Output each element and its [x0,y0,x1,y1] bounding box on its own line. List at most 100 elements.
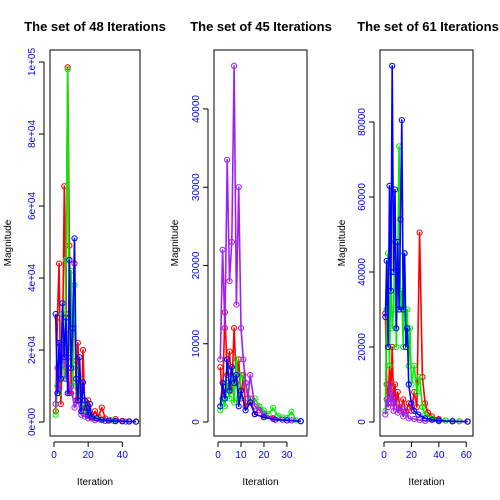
x-tick-label: 20 [83,450,95,461]
data-point [389,388,396,396]
data-point [219,246,226,253]
data-point [76,354,83,361]
data-point [74,397,82,404]
data-point [54,390,61,397]
data-point [247,399,254,406]
data-point [112,417,119,424]
data-point [52,400,59,408]
y-tick-label: 30000 [191,173,202,201]
data-point [126,418,133,425]
data-point [231,325,238,332]
plot-frame [213,49,308,437]
data-point [85,411,92,418]
y-axis-label: Magnitude [170,219,181,266]
data-point [397,403,404,411]
data-point [408,400,415,407]
series-line-3 [219,65,301,422]
data-point [85,415,92,422]
data-point [221,403,228,410]
data-point [405,381,412,388]
data-point [105,417,112,424]
data-point [413,388,420,396]
data-point [235,403,242,410]
y-tick-label: 80000 [357,108,368,136]
chart-title: The set of 45 Iterations [190,19,332,34]
data-point [260,407,267,414]
data-point [386,182,393,189]
data-point [394,238,401,246]
y-tick-label: 6e+04 [27,192,38,221]
data-point [233,301,240,308]
y-tick-label: 10000 [191,329,202,357]
data-point [233,356,240,363]
chart-panel-3: The set of 61 Iterations Magnitude Iterati… [337,19,499,488]
data-point [52,310,59,318]
data-point [86,400,94,408]
x-tick-label: 30 [281,450,293,461]
data-point [398,117,405,124]
data-point [389,325,396,332]
y-tick-label: 1e+05 [27,48,38,77]
chart-title: The set of 61 Iterations [357,19,499,34]
x-axis-label: Iteration [242,477,278,488]
data-point [256,407,263,414]
data-point [387,287,394,294]
data-point [383,257,390,264]
data-point [260,414,267,421]
data-point [419,403,426,411]
data-point [397,216,404,223]
y-tick-label: 0 [191,419,202,425]
data-point [231,62,238,70]
data-point [119,418,126,425]
data-point [391,186,399,193]
data-point [270,404,277,411]
data-point [219,379,226,386]
data-point [221,325,228,332]
data-point [71,235,78,242]
data-point [79,346,87,354]
data-point [402,343,409,351]
y-tick-label: 0e+00 [27,408,38,437]
data-point [242,407,249,414]
data-point [57,375,64,382]
y-tick-label: 2e+04 [27,336,38,365]
data-point [66,256,73,264]
data-point [83,404,90,411]
data-point [400,306,407,313]
data-point [98,404,105,411]
data-point [226,387,233,394]
data-point [464,418,471,425]
data-point [59,300,66,307]
data-point [396,306,403,313]
data-point [69,325,76,332]
y-axis-label: Magnitude [3,219,14,266]
chart-panel-2: The set of 45 Iterations Magnitude Iterati… [170,19,332,488]
data-point [242,379,249,386]
y-tick-label: 40000 [191,95,202,123]
data-point [235,184,242,191]
y-tick-label: 8e+04 [27,120,38,149]
data-point [56,386,63,393]
x-tick-label: 10 [235,450,247,461]
data-point [393,343,400,351]
data-point [221,395,228,402]
data-point [411,407,418,414]
data-point [386,381,393,388]
x-tick-label: 20 [258,450,270,461]
y-tick-label: 4e+04 [27,264,38,293]
data-point [256,403,263,410]
y-tick-label: 20000 [191,251,202,279]
x-axis-label: Iteration [77,477,113,488]
data-point [231,379,238,386]
x-tick-label: 60 [461,450,473,461]
data-point [68,364,75,372]
data-point [69,382,76,390]
data-point [81,397,88,404]
data-point [78,411,85,418]
data-point [283,417,290,424]
data-point [217,364,224,371]
y-axis-label: Magnitude [337,219,348,266]
data-point [61,354,68,361]
data-point [247,371,254,379]
